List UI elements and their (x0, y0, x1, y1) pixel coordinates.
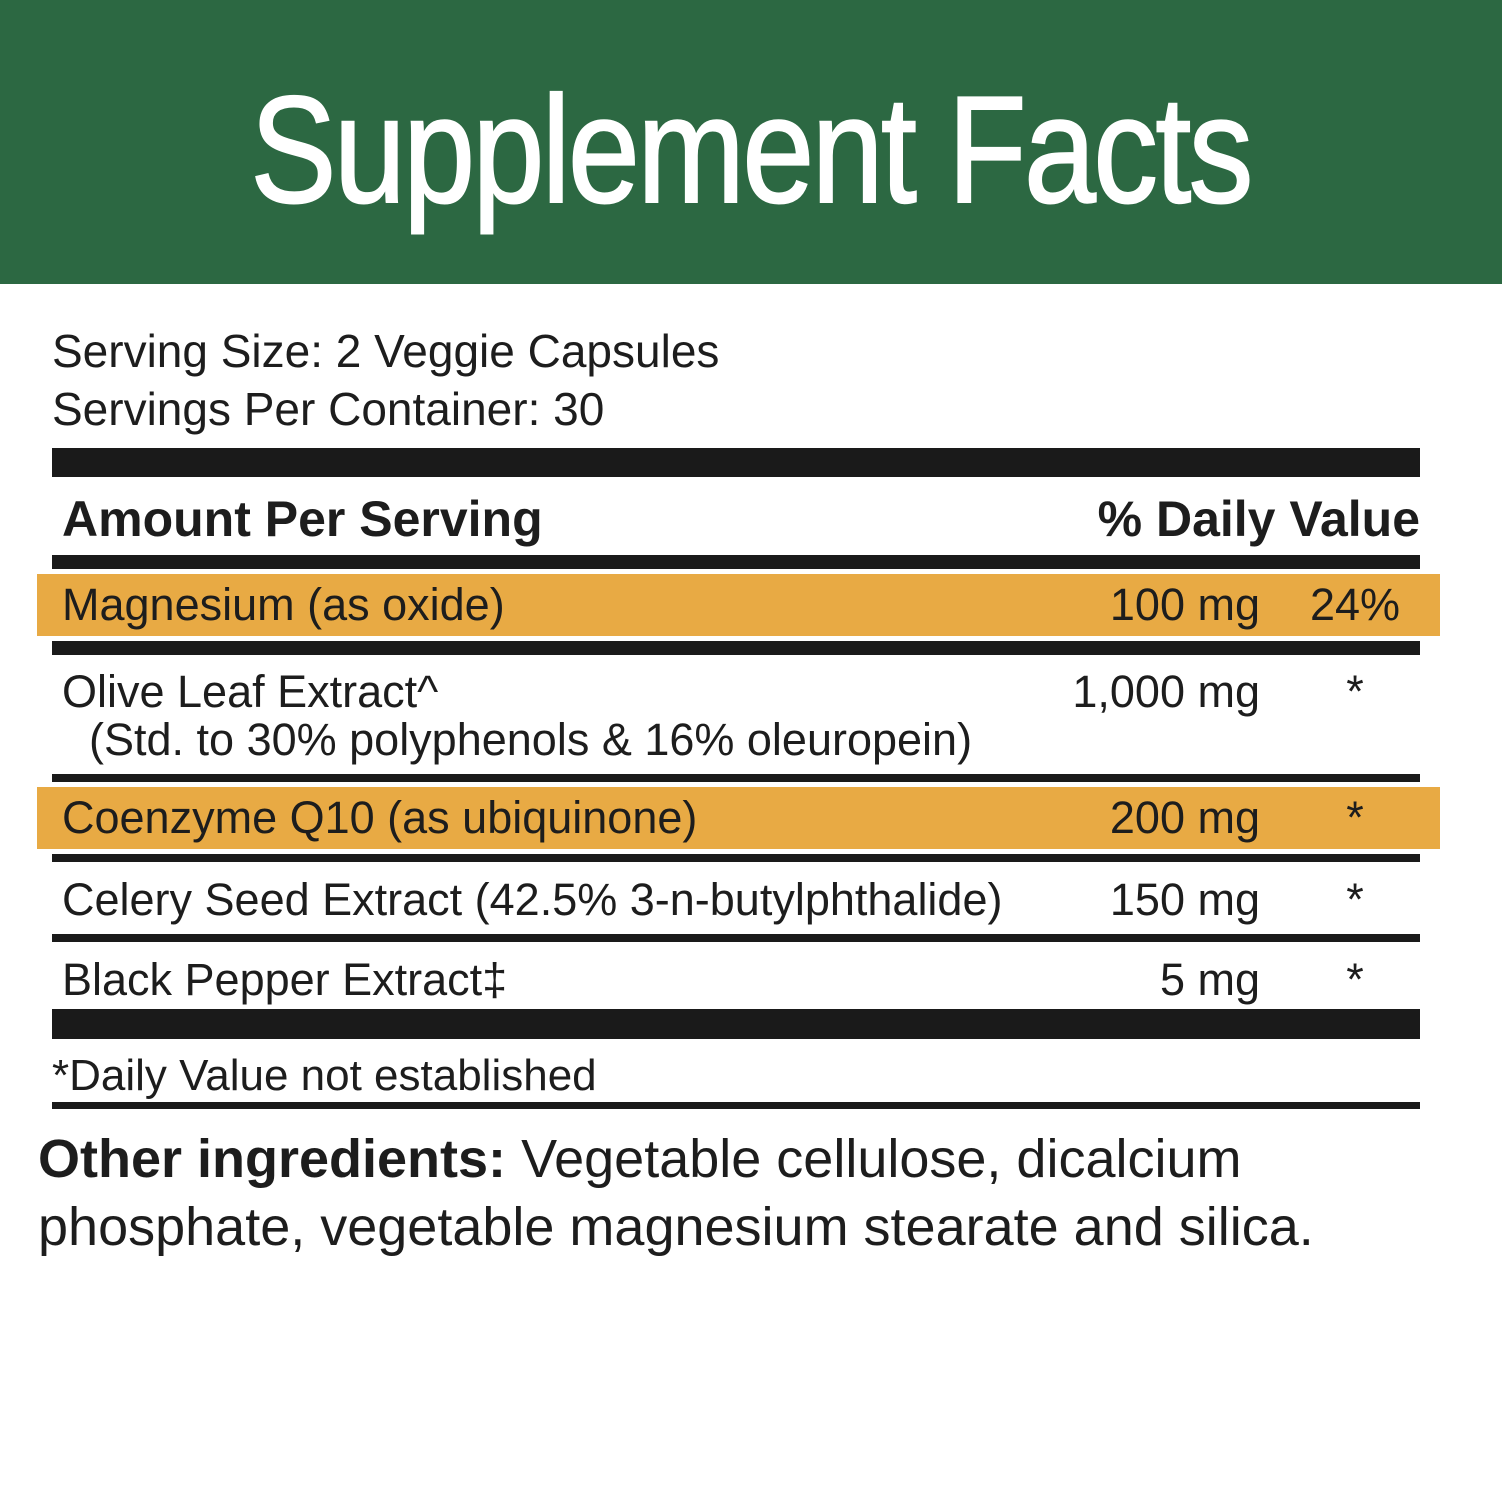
ingredient-name: Magnesium (as oxide) (62, 579, 505, 630)
amount-value: 150 mg (1109, 874, 1260, 925)
divider-row-1 (52, 641, 1420, 655)
label-title: Supplement Facts (250, 64, 1255, 236)
divider-row-3 (52, 854, 1420, 862)
other-ingredients-text: Vegetable cellulose, dicalcium phosphate… (38, 1129, 1314, 1257)
facts-table: Amount Per Serving % Daily Value Magnesi… (37, 448, 1440, 1109)
table-row-olive-leaf: Olive Leaf Extract^ (Std. to 30% polyphe… (52, 655, 1420, 774)
ingredient-name-main: Olive Leaf Extract^ (62, 666, 439, 717)
table-row-black-pepper: Black Pepper Extract‡ 5 mg * (52, 942, 1420, 1009)
table-row-celery-seed: Celery Seed Extract (42.5% 3-n-butylphth… (52, 862, 1420, 934)
ingredient-name: Olive Leaf Extract^ (Std. to 30% polyphe… (62, 668, 1070, 764)
servings-per-container-line: Servings Per Container: 30 (52, 383, 605, 435)
daily-value: * (1346, 874, 1364, 925)
daily-value: 24% (1309, 579, 1401, 630)
daily-value: * (1346, 792, 1364, 843)
amount-value: 1,000 mg (1072, 666, 1260, 717)
amount-value: 5 mg (1159, 954, 1260, 1005)
daily-value-footnote: *Daily Value not established (52, 1051, 597, 1100)
daily-value: * (1346, 666, 1364, 717)
amount-value: 100 mg (1109, 579, 1260, 630)
divider-row-4 (52, 934, 1420, 942)
ingredient-detail: (Std. to 30% polyphenols & 16% oleuropei… (89, 714, 973, 765)
serving-size-line: Serving Size: 2 Veggie Capsules (52, 325, 720, 377)
divider-header-bottom (52, 555, 1420, 569)
divider-row-2 (52, 774, 1420, 782)
label-header: Supplement Facts (0, 0, 1502, 284)
ingredient-name: Celery Seed Extract (42.5% 3-n-butylphth… (62, 874, 1003, 925)
amount-per-serving-header: Amount Per Serving (62, 491, 543, 547)
amount-value: 200 mg (1109, 792, 1260, 843)
divider-table-top (52, 448, 1420, 477)
table-row-coenzyme-q10: Coenzyme Q10 (as ubiquinone) 200 mg * (37, 787, 1440, 849)
ingredient-name: Coenzyme Q10 (as ubiquinone) (62, 792, 698, 843)
table-header-row: Amount Per Serving % Daily Value (52, 477, 1420, 555)
table-row-magnesium: Magnesium (as oxide) 100 mg 24% (37, 574, 1440, 636)
other-ingredients-label: Other ingredients: (38, 1129, 507, 1189)
serving-info: Serving Size: 2 Veggie Capsules Servings… (52, 322, 1420, 438)
other-ingredients: Other ingredients: Vegetable cellulose, … (38, 1125, 1420, 1261)
daily-value: * (1346, 954, 1364, 1005)
divider-table-bottom (52, 1009, 1420, 1039)
ingredient-name: Black Pepper Extract‡ (62, 954, 508, 1005)
divider-footnote-bottom (52, 1102, 1420, 1109)
daily-value-header: % Daily Value (1097, 491, 1420, 547)
